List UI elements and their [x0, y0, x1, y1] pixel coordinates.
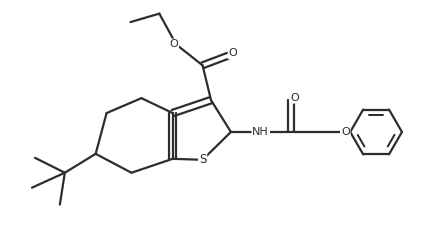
- Text: O: O: [169, 39, 178, 50]
- Text: O: O: [341, 127, 350, 137]
- Text: S: S: [199, 153, 206, 166]
- Text: O: O: [290, 93, 299, 103]
- Text: O: O: [229, 48, 237, 59]
- Text: NH: NH: [253, 127, 269, 137]
